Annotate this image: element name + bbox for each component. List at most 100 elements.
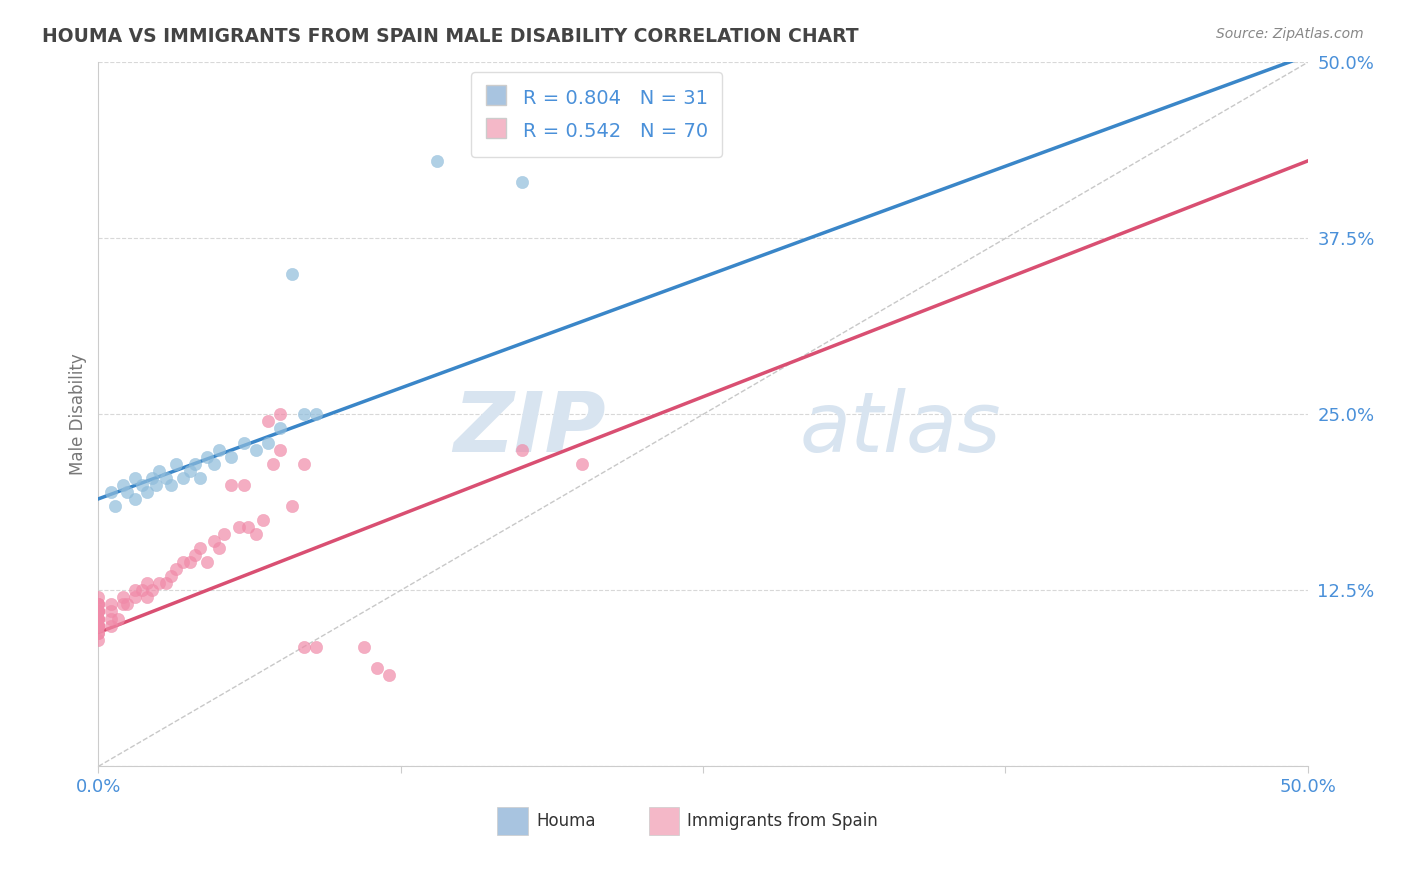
- Point: [87, 611, 110, 625]
- FancyBboxPatch shape: [498, 806, 527, 835]
- Point: [172, 471, 194, 485]
- Point: [124, 591, 146, 605]
- Point: [366, 661, 388, 675]
- Point: [141, 471, 163, 485]
- Point: [87, 605, 110, 619]
- Point: [269, 442, 291, 457]
- Point: [208, 541, 231, 555]
- Point: [256, 435, 278, 450]
- Point: [131, 477, 153, 491]
- Point: [124, 583, 146, 598]
- Point: [510, 442, 533, 457]
- Point: [87, 611, 110, 625]
- Point: [204, 534, 226, 549]
- Point: [377, 668, 399, 682]
- Point: [87, 605, 110, 619]
- Legend: R = 0.804   N = 31, R = 0.542   N = 70: R = 0.804 N = 31, R = 0.542 N = 70: [471, 72, 723, 157]
- Point: [221, 450, 243, 464]
- Point: [179, 555, 201, 569]
- Point: [232, 435, 254, 450]
- Point: [571, 457, 593, 471]
- Text: HOUMA VS IMMIGRANTS FROM SPAIN MALE DISABILITY CORRELATION CHART: HOUMA VS IMMIGRANTS FROM SPAIN MALE DISA…: [42, 27, 859, 45]
- Point: [100, 605, 122, 619]
- Point: [87, 618, 110, 632]
- Point: [252, 513, 274, 527]
- Point: [245, 527, 267, 541]
- Point: [292, 457, 315, 471]
- Point: [510, 175, 533, 189]
- Point: [87, 611, 110, 625]
- Point: [195, 450, 218, 464]
- Y-axis label: Male Disability: Male Disability: [69, 353, 87, 475]
- Point: [160, 477, 183, 491]
- Point: [188, 471, 211, 485]
- Point: [281, 499, 304, 513]
- Point: [228, 520, 250, 534]
- Text: Immigrants from Spain: Immigrants from Spain: [688, 812, 877, 830]
- Point: [281, 267, 304, 281]
- Point: [145, 477, 167, 491]
- Point: [100, 598, 122, 612]
- Point: [184, 457, 207, 471]
- FancyBboxPatch shape: [648, 806, 679, 835]
- Point: [292, 640, 315, 654]
- Text: ZIP: ZIP: [454, 388, 606, 469]
- Point: [124, 491, 146, 506]
- Point: [204, 457, 226, 471]
- Point: [87, 618, 110, 632]
- Point: [148, 576, 170, 591]
- Point: [292, 408, 315, 422]
- Point: [256, 414, 278, 428]
- Point: [353, 640, 375, 654]
- Point: [87, 618, 110, 632]
- Point: [87, 618, 110, 632]
- Point: [208, 442, 231, 457]
- Point: [232, 477, 254, 491]
- Point: [165, 562, 187, 576]
- Point: [117, 598, 139, 612]
- Point: [212, 527, 235, 541]
- Point: [165, 457, 187, 471]
- Point: [87, 605, 110, 619]
- Point: [87, 618, 110, 632]
- Point: [87, 618, 110, 632]
- Point: [111, 598, 134, 612]
- Point: [87, 598, 110, 612]
- Point: [155, 471, 177, 485]
- Point: [135, 484, 157, 499]
- Point: [221, 477, 243, 491]
- Point: [87, 605, 110, 619]
- Point: [238, 520, 260, 534]
- Point: [262, 457, 284, 471]
- Point: [87, 598, 110, 612]
- Point: [87, 611, 110, 625]
- Point: [100, 618, 122, 632]
- Point: [107, 611, 129, 625]
- Point: [100, 611, 122, 625]
- Point: [87, 591, 110, 605]
- Point: [100, 484, 122, 499]
- Text: Houma: Houma: [536, 812, 596, 830]
- Point: [188, 541, 211, 555]
- Point: [135, 591, 157, 605]
- Point: [87, 625, 110, 640]
- Point: [172, 555, 194, 569]
- Text: atlas: atlas: [800, 388, 1001, 469]
- Point: [87, 618, 110, 632]
- Point: [305, 640, 328, 654]
- Point: [124, 471, 146, 485]
- Point: [179, 464, 201, 478]
- Point: [87, 605, 110, 619]
- Point: [87, 618, 110, 632]
- Point: [148, 464, 170, 478]
- Point: [131, 583, 153, 598]
- Point: [104, 499, 127, 513]
- Point: [87, 632, 110, 647]
- Point: [135, 576, 157, 591]
- Point: [141, 583, 163, 598]
- Point: [195, 555, 218, 569]
- Text: Source: ZipAtlas.com: Source: ZipAtlas.com: [1216, 27, 1364, 41]
- Point: [111, 591, 134, 605]
- Point: [117, 484, 139, 499]
- Point: [111, 477, 134, 491]
